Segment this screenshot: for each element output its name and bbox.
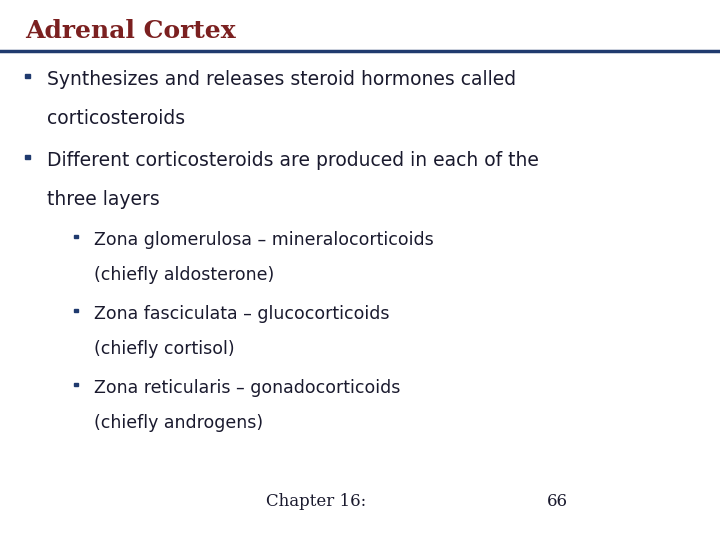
FancyBboxPatch shape (25, 156, 30, 159)
Text: Chapter 16:: Chapter 16: (266, 494, 366, 510)
Text: corticosteroids: corticosteroids (47, 109, 185, 128)
Text: Zona reticularis – gonadocorticoids: Zona reticularis – gonadocorticoids (94, 379, 400, 397)
FancyBboxPatch shape (74, 309, 78, 312)
Text: three layers: three layers (47, 190, 160, 209)
Text: Zona fasciculata – glucocorticoids: Zona fasciculata – glucocorticoids (94, 305, 389, 323)
Text: Zona glomerulosa – mineralocorticoids: Zona glomerulosa – mineralocorticoids (94, 231, 433, 249)
Text: Adrenal Cortex: Adrenal Cortex (25, 19, 236, 43)
Text: (chiefly cortisol): (chiefly cortisol) (94, 340, 234, 358)
FancyBboxPatch shape (74, 383, 78, 386)
FancyBboxPatch shape (25, 75, 30, 78)
Text: Different corticosteroids are produced in each of the: Different corticosteroids are produced i… (47, 151, 539, 170)
FancyBboxPatch shape (74, 235, 78, 238)
Text: Synthesizes and releases steroid hormones called: Synthesizes and releases steroid hormone… (47, 70, 516, 89)
Text: (chiefly androgens): (chiefly androgens) (94, 414, 263, 432)
Text: (chiefly aldosterone): (chiefly aldosterone) (94, 266, 274, 284)
Text: 66: 66 (547, 494, 568, 510)
